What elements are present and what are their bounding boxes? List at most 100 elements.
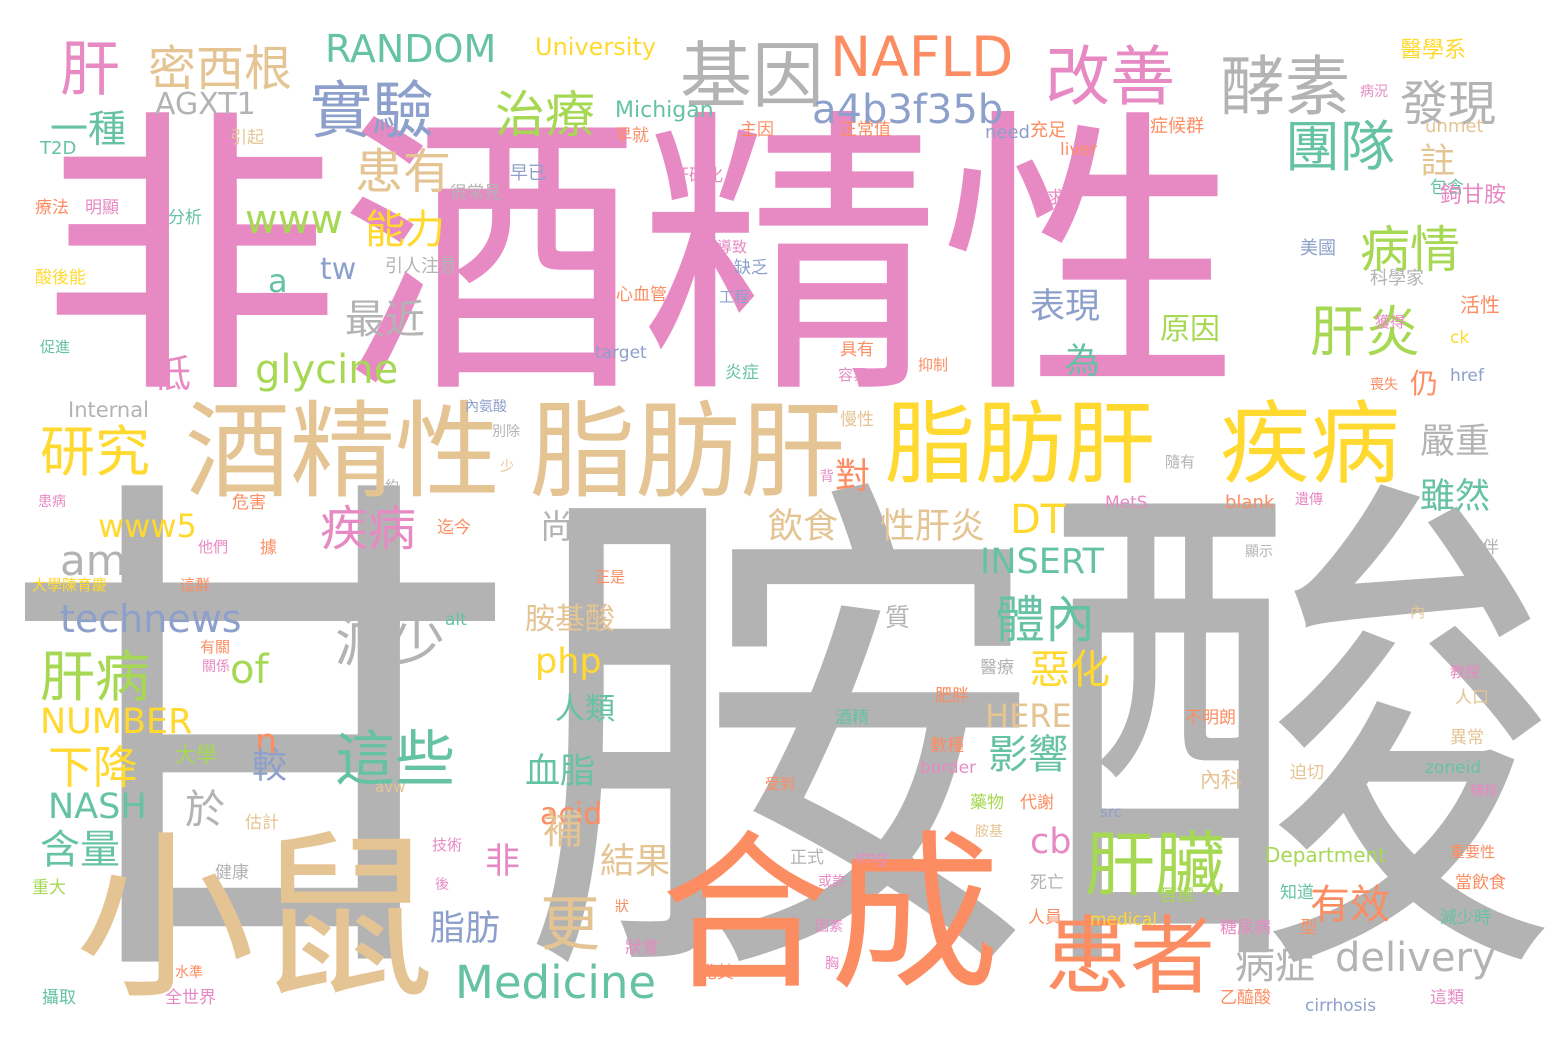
word: 人類 [555,692,615,727]
word: 型 [1300,918,1317,938]
word: 糖尿病 [1220,918,1271,938]
word: 脂肪肝 [530,391,846,513]
word: 代謝 [1020,793,1054,813]
word: 乙醯酸 [1220,988,1271,1008]
word: glycine [255,347,399,393]
word: 下降 [48,741,139,794]
word: 引人注意 [385,256,457,277]
word: border [920,758,977,778]
word: a [268,262,288,300]
word: src [1100,803,1122,821]
word: 後 [435,877,449,893]
word: 飲食 [768,507,839,547]
word: 註 [1420,142,1456,182]
word: 胺基酸 [525,602,615,637]
word: of [230,647,269,693]
word: 需求 [1030,188,1064,208]
word: 惡化 [1030,647,1110,693]
word: 性肝炎 [880,507,986,547]
word: 減少時 [1440,908,1491,928]
word: 數種 [930,736,964,756]
word: 促進 [40,338,71,356]
word: 胸 [825,956,839,972]
word: 基因 [680,34,825,118]
word: 更 [540,890,600,960]
word: 炎症 [725,363,759,383]
word: 酵素 [1220,50,1351,125]
word: alt [445,610,467,630]
word: 病情 [1360,221,1460,279]
word: 獲得 [1375,313,1406,331]
word: 當飲食 [1455,873,1506,893]
word: 心血管 [616,285,667,305]
word: href [1450,366,1484,386]
word: 症候群 [1150,116,1204,137]
word: 最近 [345,297,425,343]
word: liver [1060,140,1097,160]
word: 有關 [200,638,231,656]
word: 肥胖 [935,686,969,706]
word: 正式 [790,848,824,868]
word: 患病 [38,494,66,510]
word: 大學陳育慶 [32,576,108,594]
word: 這類 [1430,988,1464,1008]
word: 狀 [615,899,629,915]
word: 疾病 [320,501,417,557]
word: NASH [48,787,147,827]
word: 抑制 [918,356,949,374]
word: 內 [1410,603,1426,621]
word: 早已 [510,163,546,184]
word: University [535,33,657,61]
word: 受到 [765,775,796,793]
word: 密西根 [148,41,293,97]
word: 於 [185,787,225,833]
word: 肝 [60,35,120,105]
word: 他們 [198,538,229,556]
word: 血脂 [525,752,596,792]
word: 不明朗 [1185,708,1236,728]
word: 死亡 [1030,873,1064,893]
word: 鉤甘胺 [1440,183,1507,208]
word: 估計 [245,813,279,833]
word: 能力 [365,207,445,253]
word: 因素 [815,919,843,935]
word: avw [375,778,406,796]
word: 結果 [600,842,671,882]
word: 重大 [32,878,66,898]
word: 甘胺酸 [0,437,1548,1043]
word: 健康 [215,863,249,883]
word: 迄今 [437,518,471,538]
word: 遺傳 [1295,492,1323,508]
word: 容易 [838,366,869,384]
word: 有效 [1310,882,1390,928]
word: 酒精性 [185,391,501,513]
word: ck [1450,328,1470,348]
word: 補 [543,807,583,853]
word: 團隊 [1285,115,1396,179]
word: cirrhosis [1305,996,1377,1016]
word: 內氨酸 [465,399,507,415]
word: 為 [1065,342,1101,382]
word: 正常值 [840,120,891,140]
word: 治療 [495,86,595,144]
word: 非酒精性 [40,85,1240,434]
word: php [535,642,602,682]
word: 研究 [40,420,151,484]
word: 脂肪 [430,909,501,949]
word: www [245,197,344,243]
word: 表現 [1030,287,1101,327]
word: www5 [98,507,197,545]
word: 攝取 [42,988,76,1008]
word: 充足 [1030,120,1066,141]
word: 嚴重 [1420,422,1491,462]
word: amp [60,536,154,585]
word: 約 [385,479,399,495]
word: 醫學系 [1400,38,1467,63]
word: HERE [985,697,1072,735]
word: 這些 [335,725,455,795]
word: 疾病 [1220,392,1400,497]
word: 肝炎 [1310,300,1421,364]
word: 胺基 [975,824,1003,840]
word: delivery [1335,935,1496,981]
word: 形成 [1475,589,1503,605]
